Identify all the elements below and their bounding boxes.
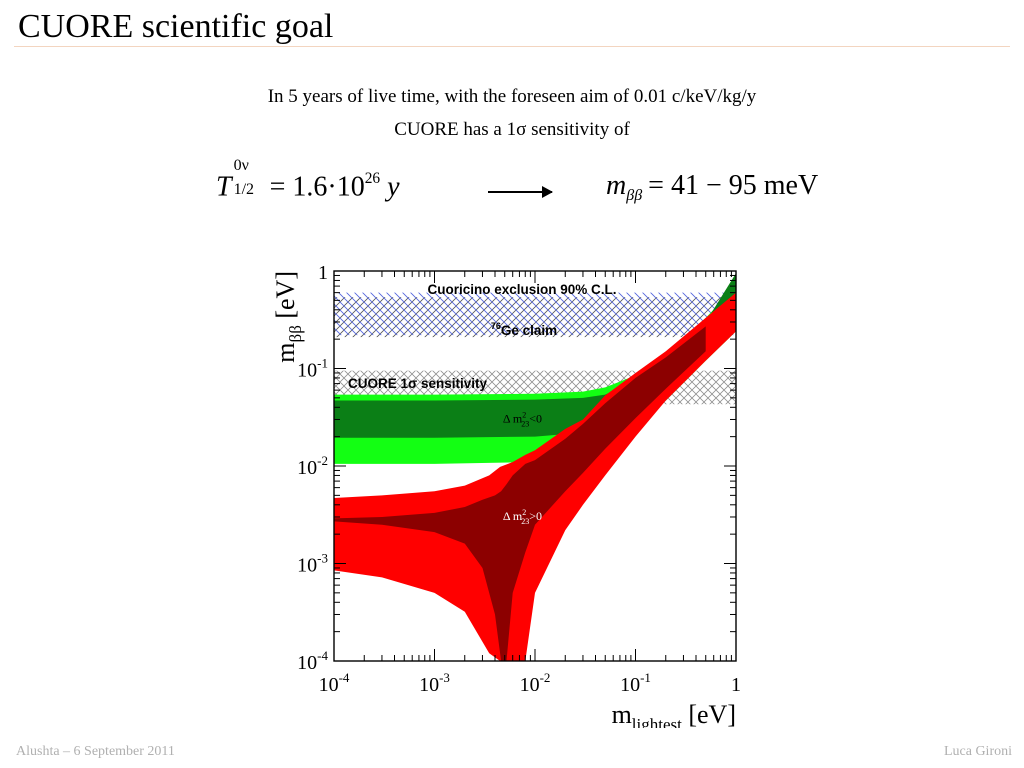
band-no-dark: [334, 326, 706, 661]
formula-T-sup: 0ν: [233, 157, 249, 175]
mass-formula: mββ = 41 − 95 meV: [606, 170, 818, 205]
slide-title: CUORE scientific goal: [18, 8, 334, 45]
formula-m-symbol: m: [606, 170, 627, 201]
annotation-delta-m-normal: Δ m2 23>0: [503, 508, 542, 526]
footer-event: Alushta – 6 September 2011: [16, 744, 175, 759]
x-tick-label: 10-4: [319, 670, 350, 696]
y-tick-label: 10-1: [297, 356, 328, 382]
title-divider: [14, 46, 1010, 47]
y-tick-label: 10-3: [297, 551, 328, 577]
plot-overlay: Cuoricino exclusion 90% C.L. 76Ge claim CU…: [271, 262, 741, 728]
x-tick-label: 10-3: [419, 670, 450, 696]
intro-line-2: CUORE has a 1σ sensitivity of: [394, 119, 630, 140]
y-tick-label: 10-2: [297, 453, 328, 479]
label-ge-claim: 76Ge claim: [491, 321, 557, 338]
formula-T-symbol: T: [216, 171, 232, 203]
formula-m-rhs: = 41 − 95 meV: [648, 170, 819, 201]
arrow-icon: [488, 186, 553, 198]
formula-m-sub: ββ: [626, 187, 643, 204]
y-axis-title: mββ [eV]: [271, 271, 305, 363]
footer-author: Luca Gironi: [943, 744, 1012, 759]
label-cuoricino-exclusion: Cuoricino exclusion 90% C.L.: [427, 282, 616, 297]
formula-T-rhs: = 1.6·10: [269, 171, 365, 203]
y-tick-label: 1: [318, 262, 328, 284]
intro-text: In 5 years of live time, with the forese…: [0, 80, 1024, 146]
x-tick-label: 1: [731, 674, 741, 696]
annotation-delta-m-inverted: Δ m2 23<0: [503, 410, 542, 428]
plot-area: [334, 273, 736, 661]
formula-T-indices: 0ν 1/2: [232, 157, 270, 198]
neutrino-mass-chart: Cuoricino exclusion 90% C.L. 76Ge claim CU…: [271, 262, 741, 728]
hatched-region-ge-claim: [334, 292, 736, 336]
half-life-formula: T 0ν 1/2 = 1.6·1026 y: [216, 157, 400, 203]
x-tick-label: 10-2: [520, 670, 551, 696]
y-tick-label: 10-4: [297, 648, 328, 674]
formula-T-sub: 1/2: [233, 181, 255, 199]
intro-line-1: In 5 years of live time, with the forese…: [267, 86, 757, 107]
x-axis-title: mlightest [eV]: [612, 700, 736, 728]
formula-T-exp: 26: [364, 170, 381, 187]
x-tick-label: 10-1: [620, 670, 651, 696]
label-cuore-sensitivity: CUORE 1σ sensitivity: [348, 376, 488, 391]
formula-T-unit: y: [387, 171, 400, 203]
